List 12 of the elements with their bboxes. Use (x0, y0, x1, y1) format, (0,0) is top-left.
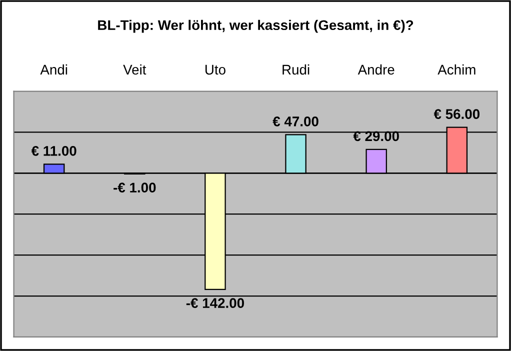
data-label: € 11.00 (31, 146, 76, 156)
x-tick-label: Andi (40, 64, 68, 75)
x-tick-label: Veit (123, 64, 146, 75)
chart-title: BL-Tipp: Wer löhnt, wer kassiert (Gesamt, in €)? (98, 20, 414, 33)
x-tick-label: Achim (438, 64, 476, 75)
x-tick-label: Uto (205, 64, 226, 75)
data-label: -€ 1.00 (114, 182, 156, 193)
x-tick-label: Andre (358, 64, 394, 75)
data-label: -€ 142.00 (186, 298, 244, 308)
data-label: € 56.00 (434, 109, 480, 119)
x-tick-label: Rudi (282, 64, 310, 75)
data-label: € 47.00 (272, 116, 318, 126)
